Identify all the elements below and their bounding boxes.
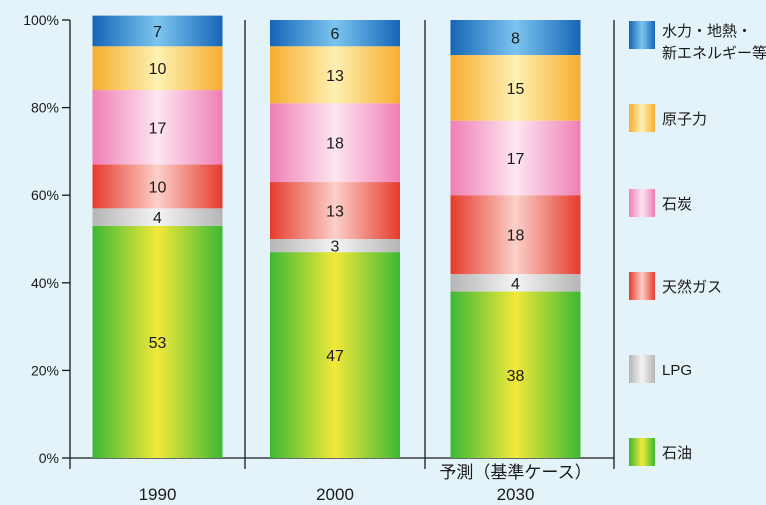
y-tick-label: 80% — [31, 100, 59, 116]
forecast-annotation: 予測（基準ケース） — [439, 463, 591, 482]
y-tick-label: 20% — [31, 362, 59, 378]
bar-value-label: 8 — [511, 31, 520, 48]
bar-segment — [450, 20, 581, 56]
legend-swatch — [629, 21, 655, 49]
bar-segment — [270, 252, 400, 458]
bar-segment — [270, 20, 400, 47]
legend-label: 新エネルギー等 — [662, 44, 766, 62]
y-tick-label: 100% — [23, 12, 59, 28]
bar-value-label: 13 — [326, 204, 344, 221]
bar-value-label: 4 — [153, 210, 162, 227]
bar-segment — [270, 103, 400, 183]
bar-segment — [92, 225, 223, 458]
legend-label: 水力・地熱・ — [662, 23, 752, 40]
bar-value-label: 38 — [507, 368, 525, 385]
legend-swatch — [629, 272, 655, 300]
bar-segment — [450, 55, 581, 121]
bar-value-label: 53 — [149, 335, 167, 352]
legend-label: 天然ガス — [662, 279, 722, 296]
bar-value-label: 3 — [331, 239, 340, 256]
bar-segment — [92, 164, 223, 209]
legend-label: 原子力 — [662, 111, 707, 128]
bar-value-label: 15 — [507, 81, 525, 98]
bar-segment — [270, 239, 400, 253]
bar-segment — [270, 182, 400, 239]
bar-segment — [92, 208, 223, 226]
bar-value-label: 17 — [149, 120, 167, 137]
legend-label: 石油 — [662, 445, 692, 462]
y-tick-label: 60% — [31, 187, 59, 203]
legend-label: LPG — [662, 362, 692, 379]
bar-segment — [270, 46, 400, 104]
legend-label: 石炭 — [662, 196, 692, 213]
bar-segment — [450, 274, 581, 292]
bar-segment — [92, 46, 223, 91]
y-tick-label: 40% — [31, 275, 59, 291]
legend-swatch — [629, 104, 655, 132]
bars-group: 53 4 10 17 10 7 1990 47 3 13 18 13 6 2000 38 4 18 17 15 8 20… — [92, 15, 592, 504]
category-label: 1990 — [139, 485, 177, 504]
category-label: 2000 — [316, 485, 354, 504]
bar-value-label: 10 — [149, 61, 167, 78]
bar-value-label: 18 — [507, 228, 525, 245]
bar-value-label: 18 — [326, 136, 344, 153]
bar-segment — [450, 120, 581, 196]
bar-value-label: 47 — [326, 348, 344, 365]
bar-value-label: 13 — [326, 68, 344, 85]
legend-swatch — [629, 355, 655, 383]
bar-segment — [450, 291, 581, 458]
bar-value-label: 7 — [153, 24, 162, 41]
bar-value-label: 10 — [149, 179, 167, 196]
y-tick-label: 0% — [39, 450, 59, 466]
legend-swatch — [629, 438, 655, 466]
bar-segment — [450, 195, 581, 275]
legend-swatch — [629, 189, 655, 217]
bar-value-label: 17 — [507, 151, 525, 168]
bar-segment — [92, 15, 223, 47]
bar-value-label: 4 — [511, 276, 520, 293]
category-label: 2030 — [497, 485, 535, 504]
bar-segment — [92, 90, 223, 165]
bar-value-label: 6 — [331, 26, 340, 43]
